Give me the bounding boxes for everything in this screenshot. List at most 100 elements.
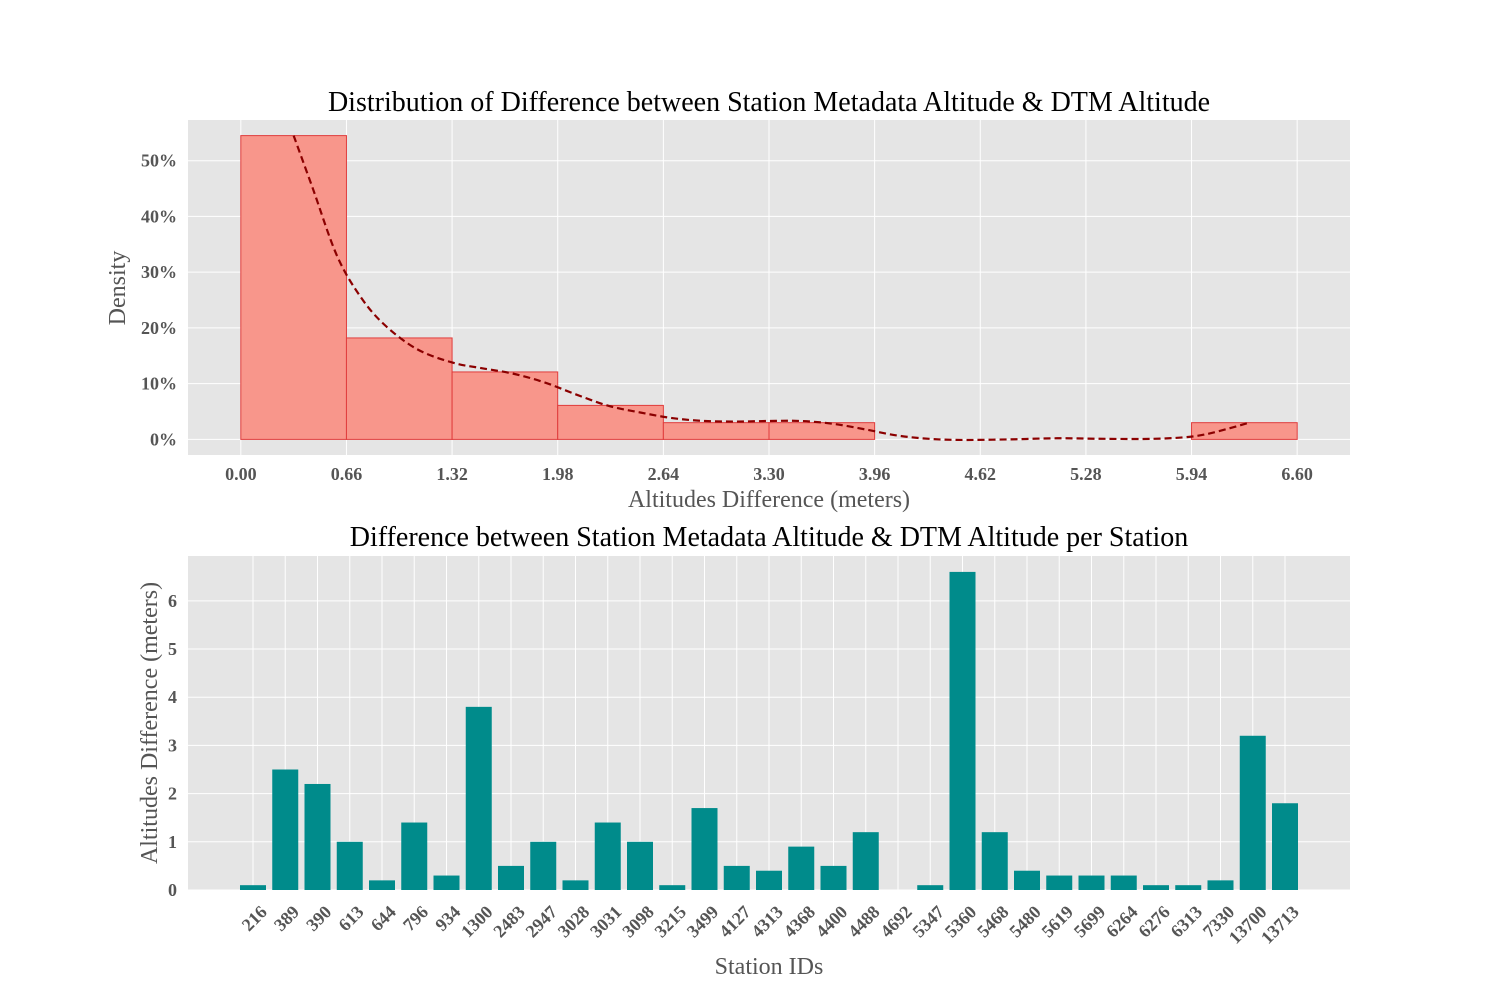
histogram-x-tick-label: 4.62 [965,464,997,484]
station-bar [821,866,847,890]
station-bar [1111,876,1137,890]
histogram-chart: 0.00 0.66 1.32 1.98 2.64 3.30 3.96 4.62 5.28 5.94… [105,87,1350,513]
station-bar [853,832,879,890]
station-x-ticks: 216 389 390 613 644 796 9341300248329473028303… [238,902,1303,948]
station-x-tick-label: 3215 [651,902,691,942]
station-x-tick-label: 5619 [1038,902,1078,942]
histogram-y-ticks: 0% 10% 20% 30% 40% 50% [141,151,177,450]
station-bar [659,885,685,890]
station-x-tick-label: 4313 [747,902,787,942]
station-bar [1079,876,1105,890]
station-x-tick-label: 3028 [554,902,594,942]
histogram-x-tick-label: 1.32 [436,464,468,484]
station-bar [950,572,976,890]
station-x-tick-label: 216 [238,902,271,935]
histogram-x-tick-label: 5.28 [1070,464,1102,484]
station-x-tick-label: 2483 [489,902,529,942]
station-bar [1208,880,1234,890]
histogram-y-tick-label: 40% [141,206,177,226]
station-y-tick-label: 0 [168,880,177,900]
station-x-tick-label: 6276 [1134,902,1174,942]
station-x-tick-label: 4127 [715,902,755,942]
station-x-tick-label: 6264 [1102,902,1142,942]
station-x-tick-label: 644 [367,902,400,935]
histogram-x-tick-label: 2.64 [648,464,680,484]
histogram-x-tick-label: 0.00 [225,464,257,484]
station-bar [563,880,589,890]
station-bar [466,707,492,890]
histogram-y-tick-label: 50% [141,151,177,171]
station-x-tick-label: 389 [270,902,303,935]
histogram-x-tick-label: 3.96 [859,464,891,484]
station-bar [369,880,395,890]
station-y-ticks: 0 1 2 3 4 5 6 [168,591,177,900]
histogram-y-tick-label: 30% [141,262,177,282]
station-bar [1272,803,1298,890]
station-x-tick-label: 613 [334,902,367,935]
station-bar [788,847,814,890]
histogram-y-tick-label: 20% [141,318,177,338]
station-bar-chart: 216 389 390 613 644 796 9341300248329473028303… [137,522,1350,980]
histogram-y-axis-label: Density [105,251,131,326]
station-bar [434,876,460,890]
station-x-tick-label: 3098 [618,902,658,942]
histogram-x-tick-label: 0.66 [331,464,363,484]
station-x-tick-label: 1300 [457,902,497,942]
station-x-tick-label: 3031 [586,902,626,942]
station-x-tick-label: 13713 [1257,902,1303,948]
station-x-tick-label: 390 [302,902,335,935]
station-x-tick-label: 6313 [1167,902,1207,942]
station-bar [917,885,943,890]
station-x-tick-label: 4400 [812,902,852,942]
station-bar [1014,871,1040,890]
station-y-tick-label: 2 [168,784,177,804]
station-bar [498,866,524,890]
histogram-y-tick-label: 0% [150,429,177,449]
histogram-x-tick-label: 1.98 [542,464,574,484]
station-y-axis-label: Altitudes Difference (meters) [137,582,163,864]
station-y-tick-label: 3 [168,735,177,755]
station-x-tick-label: 5699 [1070,902,1110,942]
station-bar [982,832,1008,890]
histogram-y-tick-label: 10% [141,374,177,394]
station-x-tick-label: 5347 [909,902,949,942]
histogram-x-tick-label: 3.30 [753,464,785,484]
station-bar [1175,885,1201,890]
station-bar [692,808,718,890]
station-bar [337,842,363,890]
histogram-bar [452,372,558,439]
histogram-x-tick-label: 6.60 [1281,464,1313,484]
station-x-tick-label: 4692 [876,902,916,942]
station-bar-title: Difference between Station Metadata Alti… [350,522,1189,553]
station-x-tick-label: 4368 [780,902,820,942]
station-bar [1143,885,1169,890]
station-y-tick-label: 1 [168,832,177,852]
station-bar [1046,876,1072,890]
histogram-bar [663,423,769,440]
station-x-tick-label: 5468 [973,902,1013,942]
histogram-bar [241,136,347,440]
histogram-bar [769,423,875,440]
histogram-bar [558,405,664,439]
histogram-x-ticks: 0.00 0.66 1.32 1.98 2.64 3.30 3.96 4.62 5.28 5.94… [225,464,1313,484]
station-bar [240,885,266,890]
station-bar [272,770,298,890]
station-x-tick-label: 2947 [522,902,562,942]
station-bar [595,823,621,890]
histogram-x-axis-label: Altitudes Difference (meters) [628,487,910,513]
station-x-axis-label: Station IDs [715,954,824,980]
station-bar [756,871,782,890]
station-bar [530,842,556,890]
station-x-tick-label: 5360 [941,902,981,942]
station-y-tick-label: 4 [168,687,177,707]
station-x-tick-label: 3499 [683,902,723,942]
station-x-tick-label: 796 [399,902,432,935]
station-y-tick-label: 5 [168,639,177,659]
station-bar [401,823,427,890]
station-bar [1240,736,1266,890]
station-x-tick-label: 5480 [1005,902,1045,942]
station-bar [724,866,750,890]
station-y-tick-label: 6 [168,591,177,611]
histogram-bar [346,338,452,439]
